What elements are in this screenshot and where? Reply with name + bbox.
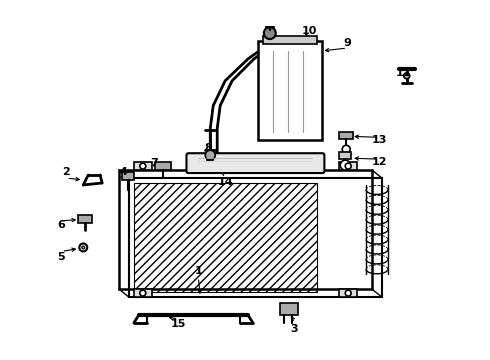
Text: 1: 1: [195, 266, 202, 276]
Circle shape: [140, 290, 146, 296]
Text: 6: 6: [57, 220, 65, 230]
Text: 4: 4: [119, 167, 127, 177]
Text: 9: 9: [343, 38, 351, 48]
Circle shape: [345, 163, 351, 169]
Bar: [339, 152, 351, 159]
Circle shape: [345, 290, 351, 296]
Circle shape: [342, 145, 350, 153]
Circle shape: [340, 160, 350, 170]
Text: 15: 15: [171, 319, 186, 329]
Text: 13: 13: [371, 135, 387, 145]
Circle shape: [140, 163, 146, 169]
Bar: [155, 162, 171, 170]
Bar: [134, 289, 152, 297]
Bar: [258, 41, 322, 140]
Bar: [339, 162, 357, 170]
Bar: [339, 289, 357, 297]
Text: 14: 14: [218, 177, 233, 187]
Text: 8: 8: [204, 143, 212, 153]
FancyBboxPatch shape: [187, 153, 324, 173]
Text: 5: 5: [58, 252, 65, 262]
Text: 12: 12: [371, 157, 387, 167]
Bar: [339, 132, 353, 139]
Circle shape: [205, 150, 215, 160]
Circle shape: [264, 27, 276, 39]
Circle shape: [79, 243, 87, 251]
Text: 2: 2: [63, 167, 70, 177]
Bar: [134, 183, 318, 292]
Circle shape: [404, 73, 410, 79]
Bar: [134, 162, 152, 170]
Bar: [263, 36, 318, 44]
Bar: [122, 172, 134, 180]
Bar: [119, 170, 372, 289]
Text: 7: 7: [150, 158, 158, 168]
Bar: [280, 303, 297, 315]
Circle shape: [82, 246, 85, 249]
Bar: [129, 178, 382, 297]
Text: 11: 11: [396, 68, 412, 78]
Bar: [78, 215, 92, 223]
Text: 3: 3: [291, 324, 298, 334]
Text: 10: 10: [302, 26, 317, 36]
